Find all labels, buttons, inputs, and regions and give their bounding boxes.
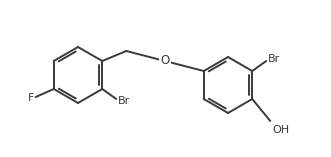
Text: O: O	[161, 54, 169, 68]
Text: Br: Br	[268, 54, 280, 64]
Text: Br: Br	[118, 96, 130, 106]
Text: OH: OH	[272, 125, 289, 135]
Text: F: F	[27, 93, 34, 103]
